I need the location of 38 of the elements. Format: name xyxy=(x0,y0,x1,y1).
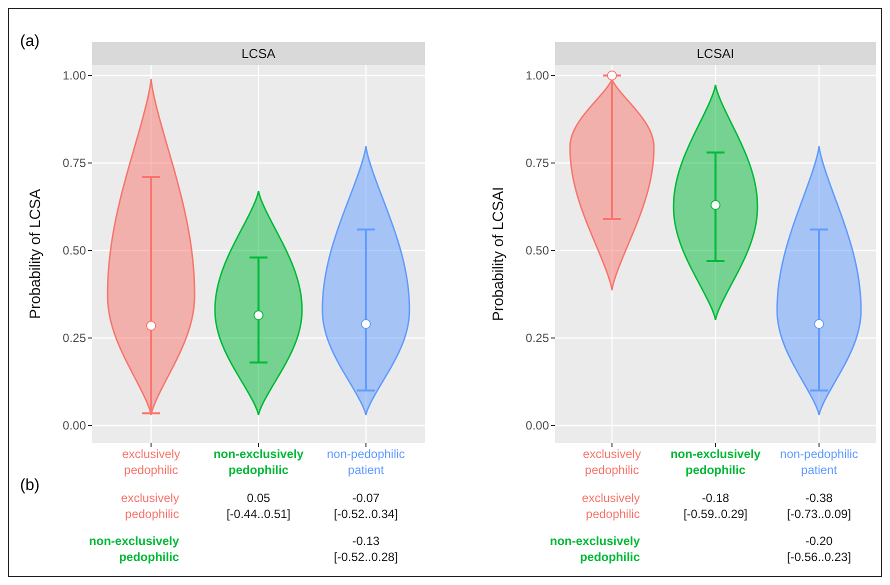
text: -0.18 [-0.59..0.29] xyxy=(683,491,748,521)
point xyxy=(710,200,720,210)
text: -0.07 [-0.52..0.34] xyxy=(334,491,398,521)
y-tick-label: 0.00 xyxy=(62,418,86,433)
y-tick-label: 0.25 xyxy=(62,331,86,346)
y-tick-label: 0.50 xyxy=(526,244,550,258)
chart-title: LCSA xyxy=(242,46,276,61)
x-tick-label: non-exclusively pedophilic xyxy=(670,447,761,477)
x-tick-label: exclusively pedophilic xyxy=(582,447,641,477)
text: (a) xyxy=(20,33,40,50)
y-tick-label: 1.00 xyxy=(62,68,86,83)
point xyxy=(360,319,371,329)
point xyxy=(146,320,156,331)
y-tick-label: 0.75 xyxy=(526,156,550,170)
text: (b) xyxy=(20,477,40,494)
text: 0.05 [-0.44..0.51] xyxy=(226,491,291,521)
text: -0.20 [-0.56..0.23] xyxy=(787,534,852,564)
point xyxy=(814,319,824,329)
y-tick-label: 0.25 xyxy=(526,331,550,346)
y-axis-title: Probability of LCSA xyxy=(27,188,44,320)
y-tick-label: 0.75 xyxy=(62,156,86,170)
x-tick-label: exclusively pedophilic xyxy=(122,447,180,477)
text: -0.13 [-0.52..0.28] xyxy=(334,534,398,564)
point xyxy=(254,310,264,320)
y-axis-title: Probability of LCSAI xyxy=(490,186,507,322)
y-tick-label: 0.00 xyxy=(526,418,550,433)
chart-title: LCSAI xyxy=(696,46,734,61)
text: exclusively pedophilic xyxy=(121,491,180,521)
text: non-exclusively pedophilic xyxy=(550,534,640,564)
x-tick-label: non-pedophilic patient xyxy=(780,447,858,477)
text: -0.38 [-0.73..0.09] xyxy=(787,491,852,521)
y-tick-label: 1.00 xyxy=(526,68,550,83)
x-tick-label: non-exclusively pedophilic xyxy=(213,447,304,477)
text: non-exclusively pedophilic xyxy=(89,534,180,564)
point xyxy=(606,70,617,80)
text: exclusively pedophilic xyxy=(582,491,640,521)
y-tick-label: 0.50 xyxy=(62,244,86,258)
x-tick-label: non-pedophilic patient xyxy=(326,447,405,477)
